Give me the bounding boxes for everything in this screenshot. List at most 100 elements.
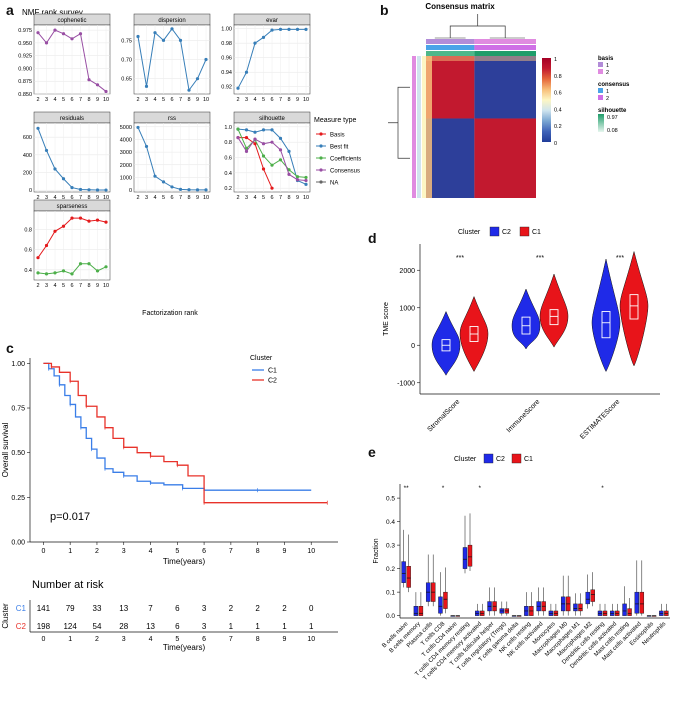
x-tick-label: 10 [303,195,309,201]
y-tick-label: 0.75 [11,406,25,413]
risk-x-tick-label: 5 [175,636,179,643]
x-tick-label: StromalScore [426,398,461,433]
data-point [287,27,291,31]
annotation-left-consensus [417,56,421,198]
risk-cell: 3 [202,604,207,613]
box [438,596,443,614]
data-point [87,262,91,266]
y-tick-label: 3000 [120,150,132,156]
panel-label-e: e [368,444,376,460]
x-tick-label: 10 [203,195,209,201]
panel-label-b: b [380,2,389,18]
facet-residuals: residuals 600 400 200 02 3 4 5 6 7 8 9 10 [23,111,111,201]
dendrogram-top [434,14,525,39]
colorbar-tick: 0 [554,141,557,147]
data-point [278,27,283,31]
risk-x-tick-label: 6 [202,636,206,643]
x-tick-label: 7 [279,97,282,103]
p-value: p=0.017 [50,511,90,523]
data-point [295,178,300,182]
legend-label: Best fit [330,145,349,151]
risk-cell: 1 [309,622,314,631]
violin-box [549,309,559,326]
facet-title: dispersion [158,18,185,24]
x-tick-label: 5 [62,97,65,103]
nmf-rank-survey-chart: NMF rank surveycophenetic0.9750.9500.925… [18,8,361,317]
x-tick-label: 8 [87,283,90,289]
data-point [244,128,249,132]
survival-curve-chart: 1.000.750.500.250.000 1 2 3 4 5 6 7 8 9 10Overall … [1,355,338,652]
facet-title: sparseness [57,204,88,210]
colorbar-tick: 0.4 [554,107,562,113]
x-tick-label: 9 [96,195,99,201]
data-point [278,148,283,152]
data-point [95,83,100,87]
data-point [78,32,83,36]
violin-box [629,294,639,320]
legend-swatch-dot [319,180,323,184]
x-tick-label: 8 [87,97,90,103]
risk-cell: 13 [119,604,128,613]
data-point [144,84,149,88]
y-axis-label: Overall survival [1,422,10,477]
y-tick-label: 200 [23,171,32,177]
y-tick-label: 4000 [120,137,132,143]
risk-cell: 6 [175,622,180,631]
x-tick-label: 7 [229,548,233,555]
data-point [253,142,257,146]
risk-row-label: C1 [16,604,27,613]
box [573,603,578,612]
x-tick-label: 5 [175,548,179,555]
box [467,544,473,567]
data-point [270,128,274,132]
violin [431,310,461,376]
legend-swatch [598,95,603,100]
legend-label: 2 [606,70,609,76]
data-point [304,175,308,180]
risk-cell: 1 [282,622,287,631]
x-tick-label: 7 [179,195,182,201]
legend-label: NA [330,181,338,187]
heatmap-block [426,56,475,119]
risk-cell: 2 [255,604,260,613]
x-tick-label: 5 [262,195,265,201]
data-point [44,148,49,153]
y-tick-label: 0.70 [121,58,132,64]
risk-x-tick-label: 10 [307,636,315,643]
legend-title: Cluster [250,355,273,362]
data-point [78,187,83,192]
data-point [36,271,40,275]
risk-x-tick-label: 4 [149,636,153,643]
y-tick-label: 1000 [399,305,415,312]
box [622,603,627,616]
x-tick-label: 4 [253,97,256,103]
dendrogram-left [388,86,410,159]
chart-b-title: Consensus matrix [425,2,495,11]
x-tick-label: 7 [79,195,82,201]
legend-label: C1 [524,456,533,463]
data-point [270,163,274,167]
data-point [44,272,49,276]
data-point [153,174,157,178]
consensus-matrix-heatmap: Consensus matrix10.80.60.40.20basis12con… [388,2,630,198]
facet-title: evar [266,18,278,24]
annotation-basis-1 [426,39,475,44]
significance-label: *** [456,255,464,262]
heatmap-edge [426,56,536,61]
data-point [36,126,40,130]
data-point [87,219,91,223]
x-tick-label: 6 [70,283,73,289]
y-tick-label: 0.5 [386,496,395,503]
data-point [53,271,57,275]
y-tick-label: -1000 [397,380,415,387]
data-point [61,177,66,181]
y-tick-label: 0.98 [221,41,232,47]
x-tick-label: 6 [70,97,73,103]
data-point [295,175,300,179]
x-tick-label: 4 [149,548,153,555]
colorbar-tick: 1 [554,57,557,63]
x-tick-label: 7 [179,97,182,103]
y-tick-label: 1.0 [224,125,232,131]
y-tick-label: 0.2 [386,566,395,573]
y-tick-label: 0.850 [18,92,32,98]
